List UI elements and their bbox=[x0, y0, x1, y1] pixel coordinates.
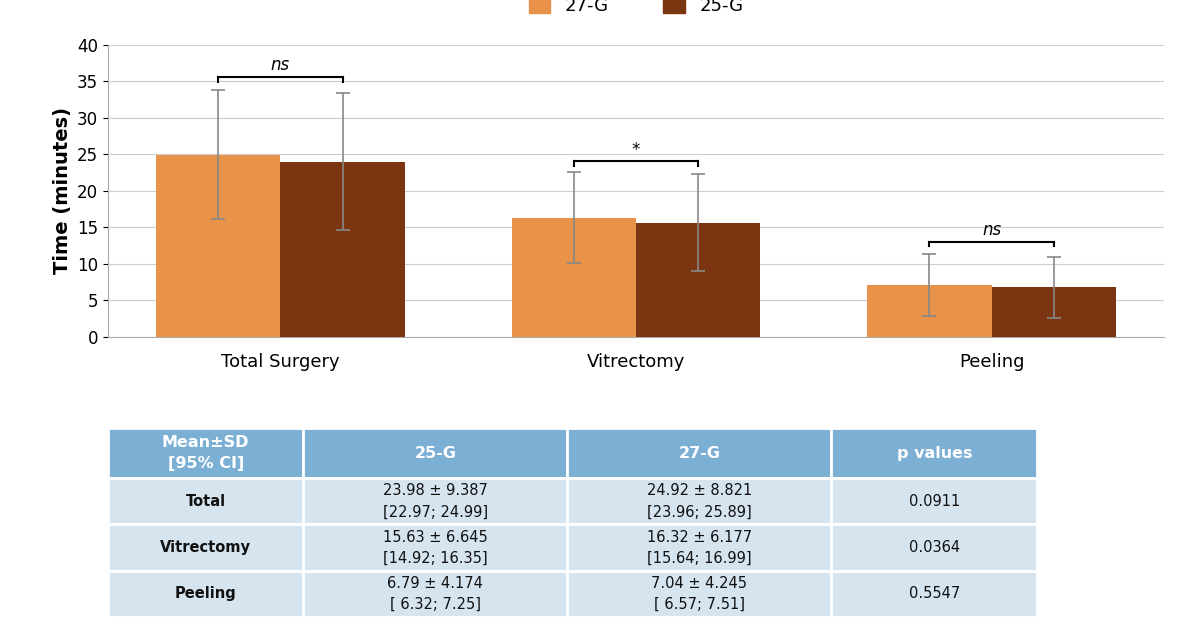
Text: 16.32 ± 6.177
[15.64; 16.99]: 16.32 ± 6.177 [15.64; 16.99] bbox=[647, 530, 752, 565]
Bar bbox=[991, 287, 1116, 337]
Bar bbox=[108, 478, 304, 525]
Text: Total: Total bbox=[186, 494, 226, 509]
Text: ns: ns bbox=[982, 221, 1001, 239]
Y-axis label: Time (minutes): Time (minutes) bbox=[53, 107, 72, 274]
Bar bbox=[281, 162, 404, 337]
Bar bbox=[511, 218, 636, 337]
Bar bbox=[108, 525, 304, 570]
Bar bbox=[636, 223, 761, 337]
Bar bbox=[832, 428, 1037, 478]
Bar bbox=[304, 525, 568, 570]
Bar bbox=[568, 570, 832, 617]
Bar bbox=[568, 525, 832, 570]
Text: 27-G: 27-G bbox=[678, 446, 720, 461]
Bar bbox=[568, 428, 832, 478]
Text: Mean±SD
[95% CI]: Mean±SD [95% CI] bbox=[162, 435, 250, 471]
Bar bbox=[108, 570, 304, 617]
Text: 6.79 ± 4.174
[ 6.32; 7.25]: 6.79 ± 4.174 [ 6.32; 7.25] bbox=[388, 576, 484, 612]
Bar bbox=[108, 428, 304, 478]
Text: 15.63 ± 6.645
[14.92; 16.35]: 15.63 ± 6.645 [14.92; 16.35] bbox=[383, 530, 487, 565]
Text: 7.04 ± 4.245
[ 6.57; 7.51]: 7.04 ± 4.245 [ 6.57; 7.51] bbox=[652, 576, 748, 612]
Text: 0.0911: 0.0911 bbox=[908, 494, 960, 509]
Bar bbox=[304, 478, 568, 525]
Text: 0.0364: 0.0364 bbox=[908, 540, 960, 555]
Bar bbox=[568, 478, 832, 525]
Text: 23.98 ± 9.387
[22.97; 24.99]: 23.98 ± 9.387 [22.97; 24.99] bbox=[383, 483, 488, 520]
Bar bbox=[868, 286, 991, 337]
Bar bbox=[156, 155, 281, 337]
Text: 24.92 ± 8.821
[23.96; 25.89]: 24.92 ± 8.821 [23.96; 25.89] bbox=[647, 483, 752, 520]
Bar bbox=[304, 428, 568, 478]
Text: 25-G: 25-G bbox=[414, 446, 456, 461]
Text: Vitrectomy: Vitrectomy bbox=[160, 540, 251, 555]
Legend: 27-G, 25-G: 27-G, 25-G bbox=[522, 0, 750, 22]
Bar bbox=[304, 570, 568, 617]
Bar bbox=[832, 570, 1037, 617]
Text: Peeling: Peeling bbox=[175, 586, 236, 601]
Text: ns: ns bbox=[271, 57, 290, 74]
Text: p values: p values bbox=[896, 446, 972, 461]
Bar bbox=[832, 478, 1037, 525]
Bar bbox=[832, 525, 1037, 570]
Text: *: * bbox=[632, 141, 640, 158]
Text: 0.5547: 0.5547 bbox=[908, 586, 960, 601]
